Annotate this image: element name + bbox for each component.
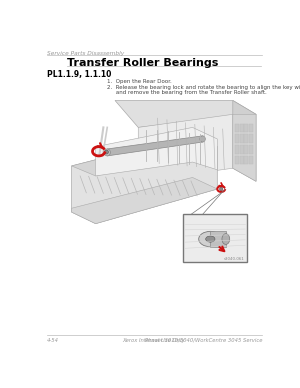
Text: Phaser 3010/3040/WorkCentre 3045 Service: Phaser 3010/3040/WorkCentre 3045 Service bbox=[145, 338, 262, 343]
Ellipse shape bbox=[200, 136, 205, 142]
Polygon shape bbox=[72, 135, 217, 223]
Bar bbox=[240, 123, 244, 132]
Text: Transfer Roller Bearings: Transfer Roller Bearings bbox=[67, 58, 218, 68]
Bar bbox=[244, 134, 248, 143]
Text: 1.  Open the Rear Door.: 1. Open the Rear Door. bbox=[107, 79, 172, 84]
Polygon shape bbox=[115, 100, 256, 127]
Polygon shape bbox=[210, 231, 226, 247]
Bar bbox=[249, 134, 253, 143]
Polygon shape bbox=[233, 114, 256, 181]
Bar bbox=[249, 156, 253, 165]
Polygon shape bbox=[96, 127, 217, 176]
Text: Service Parts Disassembly: Service Parts Disassembly bbox=[47, 51, 124, 56]
Polygon shape bbox=[72, 135, 217, 176]
Text: Xerox Internal Use Only: Xerox Internal Use Only bbox=[122, 338, 185, 343]
Text: and remove the bearing from the Transfer Roller shaft.: and remove the bearing from the Transfer… bbox=[107, 90, 267, 95]
Ellipse shape bbox=[220, 187, 223, 191]
Polygon shape bbox=[72, 177, 217, 223]
Polygon shape bbox=[107, 136, 202, 156]
Bar bbox=[244, 145, 248, 154]
Ellipse shape bbox=[104, 149, 110, 156]
Ellipse shape bbox=[206, 236, 215, 242]
Bar bbox=[240, 145, 244, 154]
Bar bbox=[244, 156, 248, 165]
Bar bbox=[249, 123, 253, 132]
Text: 2.  Release the bearing lock and rotate the bearing to align the key with the no: 2. Release the bearing lock and rotate t… bbox=[107, 85, 300, 90]
Ellipse shape bbox=[199, 231, 222, 247]
Bar bbox=[235, 123, 239, 132]
Bar bbox=[235, 134, 239, 143]
Bar bbox=[235, 145, 239, 154]
Ellipse shape bbox=[104, 150, 108, 154]
Bar bbox=[244, 123, 248, 132]
Text: s3040-061: s3040-061 bbox=[224, 256, 244, 261]
Bar bbox=[249, 145, 253, 154]
Bar bbox=[240, 156, 244, 165]
Polygon shape bbox=[233, 100, 256, 181]
Polygon shape bbox=[138, 114, 233, 181]
Bar bbox=[235, 156, 239, 165]
Bar bbox=[183, 215, 247, 262]
Ellipse shape bbox=[222, 234, 230, 244]
Bar bbox=[240, 134, 244, 143]
Text: 4-54: 4-54 bbox=[47, 338, 59, 343]
Text: PL1.1.9, 1.1.10: PL1.1.9, 1.1.10 bbox=[47, 70, 111, 79]
